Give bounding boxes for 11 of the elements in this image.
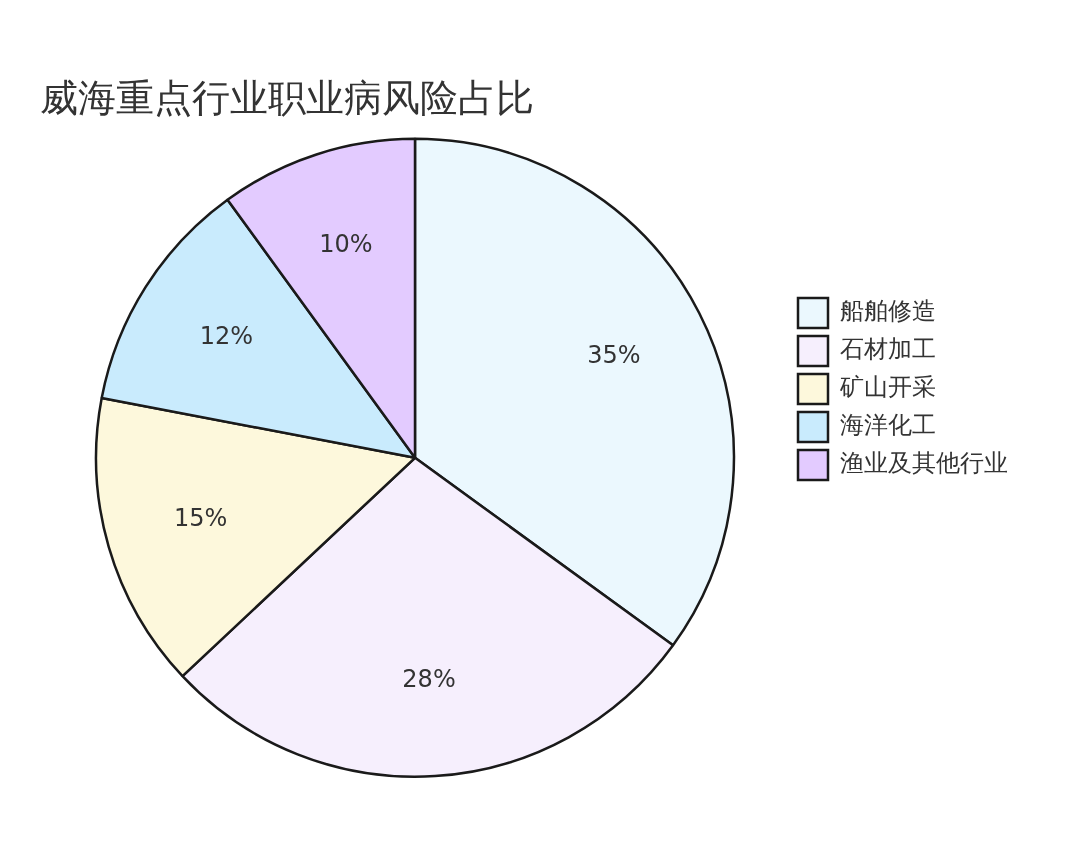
legend-label: 石材加工 — [840, 335, 936, 364]
data-label: 35% — [587, 340, 641, 369]
data-label: 28% — [402, 664, 456, 693]
data-label: 12% — [199, 322, 254, 351]
chart-title: 威海重点行业职业病风险占比 — [40, 75, 534, 120]
data-label: 10% — [319, 229, 373, 258]
legend-label: 海洋化工 — [840, 411, 936, 440]
legend-label: 矿山开采 — [839, 373, 936, 402]
legend-label: 渔业及其他行业 — [840, 449, 1008, 478]
data-label: 15% — [173, 504, 228, 533]
legend-label: 船舶修造 — [840, 297, 936, 326]
